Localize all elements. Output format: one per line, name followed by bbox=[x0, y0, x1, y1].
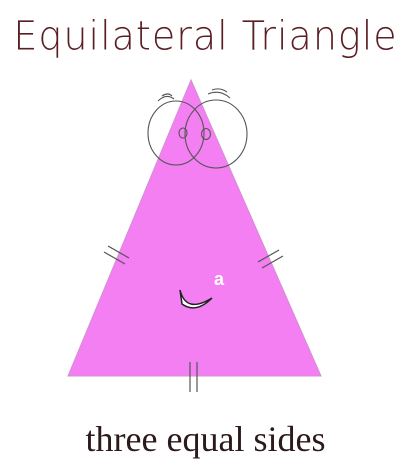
triangle-shape bbox=[67, 78, 322, 377]
eyes bbox=[147, 88, 248, 169]
smile bbox=[179, 289, 213, 309]
tick-marks bbox=[103, 245, 284, 392]
left-tick-1 bbox=[103, 251, 126, 265]
right-eye bbox=[184, 99, 248, 169]
right-tick-2 bbox=[261, 255, 284, 269]
page-title: Equilateral Triangle bbox=[13, 12, 398, 60]
right-tick-1 bbox=[257, 249, 280, 263]
left-eyebrow bbox=[157, 95, 175, 102]
caption: three equal sides bbox=[85, 419, 326, 459]
left-tick-2 bbox=[107, 245, 130, 259]
left-eye bbox=[147, 100, 205, 166]
side-mark: a bbox=[214, 269, 225, 289]
right-eyebrow bbox=[207, 91, 231, 99]
